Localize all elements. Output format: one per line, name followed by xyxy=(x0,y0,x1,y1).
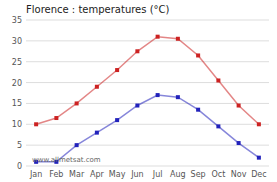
y-tick-label: 10 xyxy=(12,120,22,129)
point xyxy=(216,78,220,82)
x-tick-label: Mar xyxy=(69,170,85,179)
point xyxy=(115,118,119,122)
plot-area xyxy=(34,35,261,164)
point xyxy=(257,122,261,126)
point xyxy=(237,141,241,145)
grid-line xyxy=(26,103,269,104)
x-tick-label: May xyxy=(109,170,126,179)
point xyxy=(237,104,241,108)
chart-container: Florence : temperatures (°C) 0 5 10 15 20 25 30… xyxy=(0,0,277,182)
x-tick-label: Jul xyxy=(152,170,163,179)
series-line xyxy=(36,37,259,125)
point xyxy=(196,53,200,57)
x-tick-label: Apr xyxy=(90,170,105,179)
x-tick-label: Sep xyxy=(191,170,206,179)
point xyxy=(95,85,99,89)
x-tick-label: Oct xyxy=(211,170,225,179)
y-tick-label: 5 xyxy=(17,141,22,150)
series-line xyxy=(36,95,259,162)
point xyxy=(176,95,180,99)
point xyxy=(216,124,220,128)
x-tick-label: Aug xyxy=(170,170,186,179)
y-tick-label: 35 xyxy=(12,16,22,25)
point xyxy=(75,143,79,147)
point xyxy=(75,101,79,105)
x-tick-label: Dec xyxy=(251,170,266,179)
annotation: www.allmetsat.com xyxy=(32,156,101,164)
grid-line xyxy=(26,61,269,62)
grid-line xyxy=(26,145,269,146)
grid-line xyxy=(26,124,269,125)
point xyxy=(156,93,160,97)
grid-line xyxy=(26,20,269,21)
chart: Florence : temperatures (°C) 0 5 10 15 20 25 30… xyxy=(0,0,277,182)
point xyxy=(156,35,160,39)
title: Florence : temperatures (°C) xyxy=(26,4,170,15)
y-tick-label: 25 xyxy=(12,58,22,67)
point xyxy=(115,68,119,72)
y-tick-label: 30 xyxy=(12,37,22,46)
point xyxy=(176,37,180,41)
point xyxy=(196,108,200,112)
grid-line xyxy=(26,166,269,167)
y-tick-label: 20 xyxy=(12,79,22,88)
grid-line xyxy=(26,82,269,83)
point xyxy=(257,156,261,160)
point xyxy=(135,49,139,53)
x-tick-label: Nov xyxy=(231,170,247,179)
point xyxy=(135,104,139,108)
x-tick-label: Jan xyxy=(29,170,42,179)
x-tick-label: Feb xyxy=(49,170,63,179)
point xyxy=(54,116,58,120)
x-tick-label: Jun xyxy=(130,170,144,179)
y-tick-label: 0 xyxy=(17,162,22,171)
point xyxy=(95,131,99,135)
point xyxy=(34,122,38,126)
grid-line xyxy=(26,40,269,41)
y-tick-label: 15 xyxy=(12,99,22,108)
